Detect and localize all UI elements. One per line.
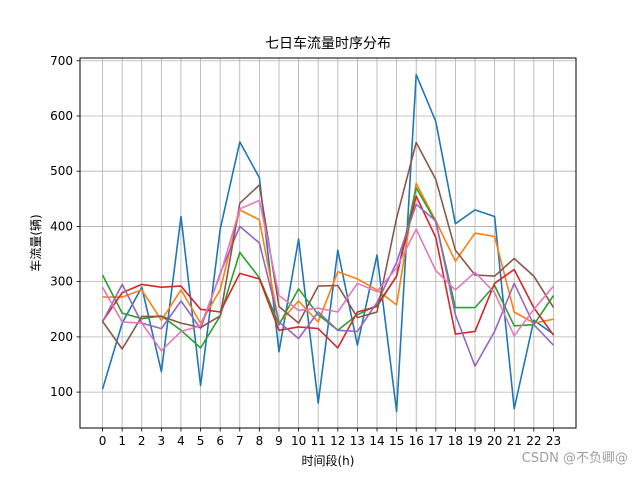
x-tick-label: 2 — [138, 434, 146, 448]
x-tick-label: 14 — [369, 434, 384, 448]
series-line-3 — [101, 187, 555, 349]
series-line-1 — [101, 73, 554, 413]
x-tick-label: 23 — [546, 434, 561, 448]
series-line-4 — [101, 195, 555, 349]
x-tick-label: 12 — [330, 434, 345, 448]
x-tick-label: 11 — [311, 434, 326, 448]
x-tick-label: 19 — [467, 434, 482, 448]
x-tick-label: 15 — [389, 434, 404, 448]
y-tick-label: 200 — [50, 330, 73, 344]
plot-frame — [79, 57, 577, 429]
x-tick-label: 1 — [118, 434, 126, 448]
x-tick-label: 22 — [526, 434, 541, 448]
x-tick-label: 21 — [507, 434, 522, 448]
chart-title: 七日车流量时序分布 — [265, 35, 391, 52]
x-tick-label: 16 — [409, 434, 424, 448]
y-tick-label: 700 — [50, 54, 73, 68]
x-tick-label: 10 — [291, 434, 306, 448]
x-tick-label: 5 — [197, 434, 205, 448]
x-tick-label: 0 — [99, 434, 107, 448]
watermark: CSDN @不负卿@ — [521, 451, 628, 466]
y-tick-label: 300 — [50, 275, 73, 289]
y-tick-label: 100 — [50, 385, 73, 399]
x-tick-label: 13 — [350, 434, 365, 448]
x-tick-label: 6 — [216, 434, 224, 448]
series-line-6 — [101, 141, 555, 350]
x-tick-label: 8 — [256, 434, 264, 448]
y-tick-label: 600 — [50, 109, 73, 123]
x-tick-label: 18 — [448, 434, 463, 448]
y-axis-label: 车流量(辆) — [28, 214, 43, 271]
x-tick-label: 20 — [487, 434, 502, 448]
x-tick-label: 7 — [236, 434, 244, 448]
x-axis: 0 1 2 3 4 5 6 7 8 9 10 11 12 13 14 15 16 17 18 19 20 21 22 23 — [99, 428, 561, 448]
series-line-5 — [101, 203, 555, 367]
y-tick-label: 500 — [50, 164, 73, 178]
y-tick-label: 400 — [50, 219, 73, 233]
y-axis: 100 200 300 400 500 600 700 — [50, 54, 80, 399]
x-tick-label: 9 — [275, 434, 283, 448]
series-line-7 — [101, 199, 555, 352]
x-axis-label: 时间段(h) — [302, 453, 355, 468]
series-line-2 — [102, 182, 554, 324]
series-lines — [101, 73, 555, 413]
x-tick-label: 17 — [428, 434, 443, 448]
x-tick-label: 3 — [158, 434, 166, 448]
x-tick-label: 4 — [177, 434, 185, 448]
grid — [80, 58, 576, 428]
